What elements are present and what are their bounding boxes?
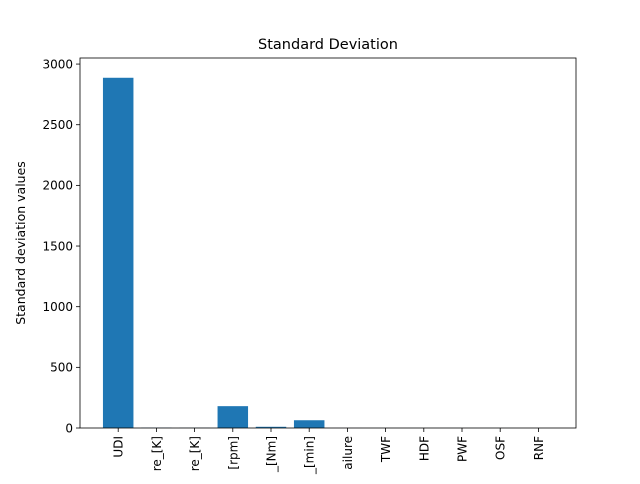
x-tick-label: _[Nm] bbox=[265, 436, 279, 473]
y-tick-label: 500 bbox=[50, 361, 73, 375]
x-tick-label: [rpm] bbox=[226, 436, 240, 470]
x-tick-label: UDI bbox=[112, 436, 126, 458]
x-tick-label: re_[K] bbox=[188, 436, 202, 471]
x-tick-label: OSF bbox=[494, 436, 508, 460]
x-tick-label: HDF bbox=[417, 436, 431, 461]
bar-3 bbox=[218, 406, 249, 428]
y-axis-label: Standard deviation values bbox=[13, 161, 28, 325]
x-tick-label: re_[K] bbox=[150, 436, 164, 471]
y-tick-label: 3000 bbox=[42, 57, 73, 71]
y-tick-label: 1500 bbox=[42, 239, 73, 253]
y-tick-label: 2500 bbox=[42, 118, 73, 132]
x-tick-label: TWF bbox=[379, 436, 393, 463]
bar-0 bbox=[103, 78, 134, 428]
bar-5 bbox=[294, 420, 325, 428]
y-tick-label: 2000 bbox=[42, 179, 73, 193]
x-tick-label: ailure bbox=[341, 436, 355, 470]
y-tick-label: 1000 bbox=[42, 300, 73, 314]
x-tick-label: RNF bbox=[532, 436, 546, 460]
y-tick-label: 0 bbox=[65, 421, 73, 435]
chart-title: Standard Deviation bbox=[258, 37, 398, 53]
x-tick-label: _[min] bbox=[303, 436, 317, 475]
x-tick-label: PWF bbox=[456, 436, 470, 462]
